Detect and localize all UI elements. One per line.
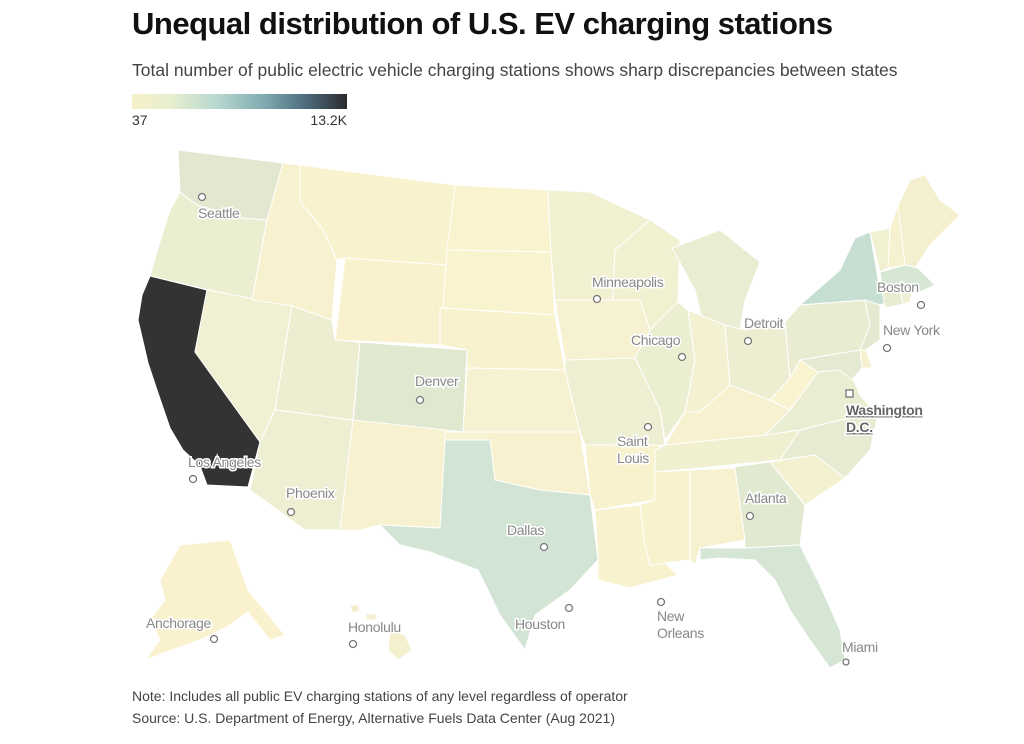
footnote: Note: Includes all public EV charging st… (132, 688, 628, 704)
state-SD (442, 249, 556, 316)
state-MI (671, 229, 761, 333)
state-AR (584, 444, 661, 511)
city-marker-new-york (882, 343, 892, 353)
city-marker-honolulu (348, 639, 358, 649)
city-marker-los-angeles (188, 474, 198, 484)
city-label-los-angeles: Los Angeles (188, 454, 261, 470)
city-label-honolulu: Honolulu (348, 619, 401, 635)
city-marker-atlanta (745, 511, 755, 521)
city-label-washington-dc: Washington D.C. (846, 402, 923, 435)
city-label-miami: Miami (842, 639, 878, 655)
state-KS (462, 367, 581, 433)
state-ME (897, 174, 961, 269)
state-AK (144, 539, 286, 661)
city-label-minneapolis: Minneapolis (592, 274, 664, 290)
city-label-detroit: Detroit (744, 315, 784, 331)
city-marker-phoenix (286, 507, 296, 517)
chart-subtitle: Total number of public electric vehicle … (132, 60, 898, 80)
state-HI (349, 603, 413, 661)
city-label-new-orleans-line1: New (657, 608, 685, 624)
color-legend: 37 13.2K (132, 94, 347, 128)
city-label-boston: Boston (877, 279, 919, 295)
state-ND (446, 184, 552, 253)
city-label-saint-louis-line1: Saint (617, 433, 648, 449)
city-label-saint-louis-line2: Louis (617, 450, 649, 466)
city-label-chicago: Chicago (631, 332, 681, 348)
city-label-atlanta: Atlanta (745, 490, 787, 506)
city-label-phoenix: Phoenix (286, 485, 335, 501)
chart-title: Unequal distribution of U.S. EV charging… (132, 6, 833, 41)
state-TX (379, 439, 599, 651)
city-marker-miami (842, 658, 850, 666)
city-label-washington-dc-line1: Washington (846, 402, 923, 418)
state-MD (799, 349, 863, 381)
city-marker-saint-louis (643, 422, 653, 432)
city-marker-dallas (539, 542, 549, 552)
legend-gradient-bar (132, 94, 347, 109)
state-RI (899, 287, 913, 305)
city-label-anchorage: Anchorage (146, 615, 212, 631)
city-marker-detroit (743, 336, 753, 346)
city-label-houston: Houston (515, 616, 565, 632)
city-label-new-york: New York (883, 322, 941, 338)
city-marker-anchorage (209, 634, 219, 644)
city-label-new-orleans-line2: Orleans (657, 625, 704, 641)
city-label-saint-louis: Saint Louis (617, 433, 649, 466)
state-WY (334, 257, 448, 346)
state-IA (554, 299, 651, 361)
legend-min-label: 37 (132, 112, 148, 128)
city-marker-houston (564, 603, 574, 613)
city-label-washington-dc-line2: D.C. (846, 419, 873, 435)
city-marker-new-orleans (656, 597, 666, 607)
city-label-seattle: Seattle (198, 205, 240, 221)
city-marker-denver (415, 395, 425, 405)
city-label-denver: Denver (415, 373, 459, 389)
city-marker-washington-dc (845, 389, 854, 398)
city-label-dallas: Dallas (507, 522, 544, 538)
legend-max-label: 13.2K (310, 112, 347, 128)
states-layer (137, 149, 961, 669)
city-marker-seattle (197, 192, 207, 202)
state-FL (699, 544, 846, 669)
city-marker-minneapolis (592, 294, 602, 304)
city-marker-boston (916, 300, 926, 310)
city-label-new-orleans: New Orleans (657, 608, 704, 641)
source-line: Source: U.S. Department of Energy, Alter… (132, 710, 615, 726)
city-markers: Seattle Los Angeles Phoenix Denver Dalla… (145, 192, 943, 666)
city-marker-chicago (677, 352, 687, 362)
